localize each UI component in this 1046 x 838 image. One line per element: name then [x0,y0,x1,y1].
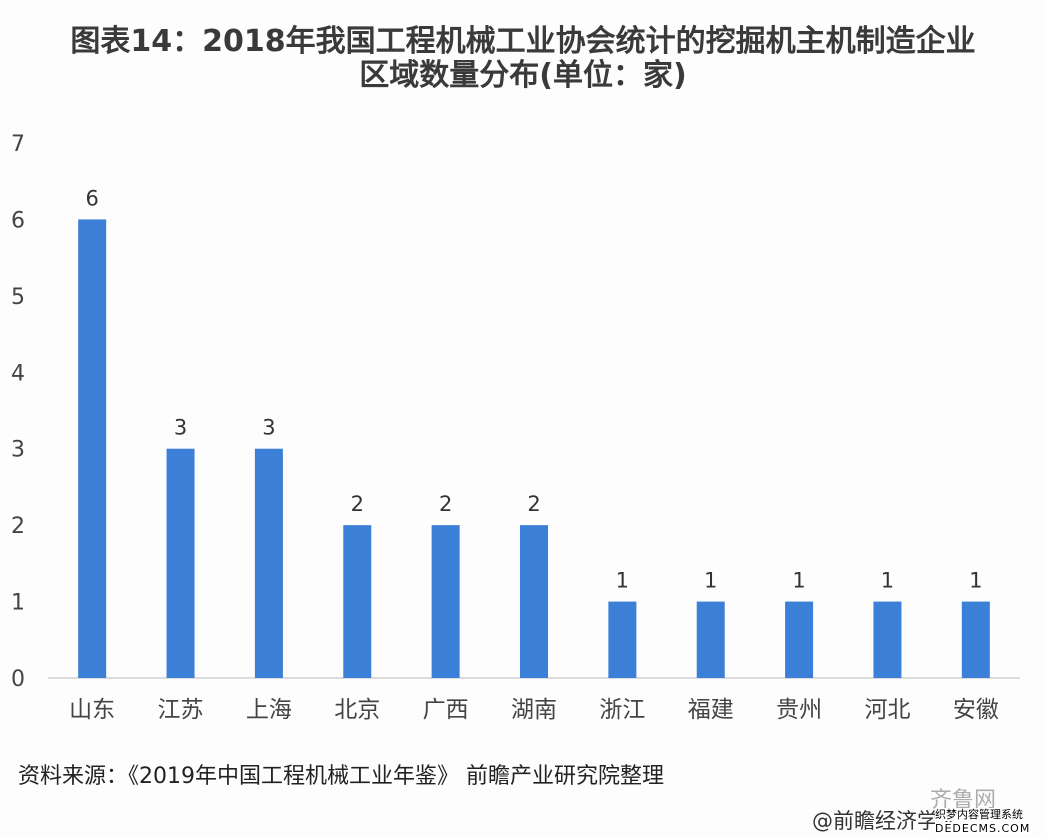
watermark-author: @前瞻经济学人 [812,809,959,833]
data-label: 3 [174,416,187,440]
data-label: 2 [527,492,540,516]
bar-江苏 [166,448,195,678]
bar-河北 [873,601,902,678]
watermark-cms: 织梦内容管理系统 [935,808,1023,821]
data-label: 1 [792,569,805,593]
x-tick-label: 广西 [423,697,469,723]
x-tick-label: 山东 [69,697,115,723]
x-tick-label: 湖南 [511,697,557,723]
watermark-cms-url: DEDECMS.COM [935,822,1031,835]
y-tick-label: 7 [11,132,25,157]
y-tick-label: 2 [11,514,25,539]
y-tick-label: 0 [11,667,25,692]
x-tick-label: 北京 [334,697,380,723]
data-label: 2 [351,492,364,516]
data-label: 1 [969,569,982,593]
x-tick-label: 安徽 [953,697,999,723]
bar-湖南 [520,525,548,678]
bar-福建 [696,601,725,678]
data-label: 1 [881,569,894,593]
x-tick-label: 江苏 [158,697,204,723]
bar-北京 [343,525,372,678]
x-tick-label: 上海 [246,697,292,723]
y-tick-label: 3 [11,438,25,463]
bar-广西 [431,525,460,678]
data-label: 3 [262,416,275,440]
data-label: 2 [439,492,452,516]
bar-贵州 [785,601,814,678]
chart-title-line2: 区域数量分布(单位：家) [359,58,687,93]
x-tick-label: 河北 [864,697,910,723]
x-tick-label: 福建 [688,697,734,723]
y-tick-label: 1 [11,591,25,616]
y-tick-label: 4 [11,361,25,386]
bar-上海 [254,448,283,678]
x-tick-label: 贵州 [776,697,822,723]
x-tick-label: 浙江 [599,697,645,723]
y-tick-label: 5 [11,285,25,310]
y-tick-label: 6 [11,208,25,233]
source-note: 资料来源：《2019年中国工程机械工业年鉴》 前瞻产业研究院整理 [18,764,664,789]
data-label: 6 [85,186,98,210]
bar-浙江 [608,601,637,678]
data-label: 1 [616,569,629,593]
bar-安徽 [961,601,990,678]
bar-山东 [78,219,107,678]
chart-title-line1: 图表14：2018年我国工程机械工业协会统计的挖掘机主机制造企业 [70,24,976,59]
data-label: 1 [704,569,717,593]
